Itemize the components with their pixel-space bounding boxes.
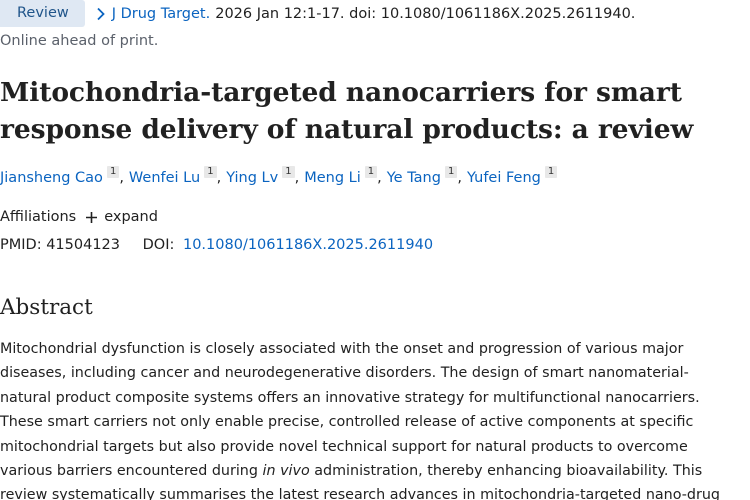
journal-link[interactable]: J Drug Target. <box>111 5 211 22</box>
plus-icon <box>85 211 98 224</box>
affiliation-number[interactable]: 1 <box>106 166 120 178</box>
author-separator: , <box>377 170 382 186</box>
expand-affiliations-button[interactable]: expand <box>85 209 158 225</box>
affiliations-label: Affiliations <box>0 209 77 225</box>
author-link[interactable]: Ye Tang <box>386 170 441 186</box>
pmid-value: 41504123 <box>46 237 121 253</box>
chevron-right-icon[interactable] <box>96 7 106 21</box>
author-link[interactable]: Yufei Feng <box>466 170 541 186</box>
abstract-text-part-2: administration, thereby enhancing bioava… <box>0 463 720 500</box>
author-separator: , <box>216 170 222 186</box>
affiliation-number[interactable]: 1 <box>544 166 558 178</box>
affiliation-number[interactable]: 1 <box>364 166 378 178</box>
author-separator: , <box>457 170 462 186</box>
publication-status: Online ahead of print. <box>0 33 159 49</box>
affiliation-number[interactable]: 1 <box>444 166 458 178</box>
abstract-heading: Abstract <box>0 295 93 320</box>
author-link[interactable]: Wenfei Lu <box>128 170 201 186</box>
doi-label: DOI: <box>142 237 175 253</box>
affiliation-number[interactable]: 1 <box>204 166 217 178</box>
article-type-badge: Review <box>0 0 85 27</box>
article-title-line-1: Mitochondria-targeted nanocarriers for s… <box>0 77 682 108</box>
affiliation-number[interactable]: 1 <box>282 166 295 178</box>
abstract-text-part-1: Mitochondrial dysfunction is closely ass… <box>0 341 700 480</box>
abstract-text: Mitochondrial dysfunction is closely ass… <box>0 337 738 500</box>
author-link[interactable]: Ying Lv <box>226 170 279 186</box>
abstract-italic-term: in vivo <box>262 463 310 480</box>
citation-row: Review J Drug Target. 2026 Jan 12:1-17. … <box>0 0 635 27</box>
affiliations-row: Affiliations expand <box>0 209 158 225</box>
pmid-label: PMID: <box>0 237 42 253</box>
author-list: Jiansheng Cao 1 , Wenfei Lu 1 , Ying Lv … <box>0 166 558 186</box>
article-title: Mitochondria-targeted nanocarriers for s… <box>0 74 740 148</box>
article-title-line-2: response delivery of natural products: a… <box>0 114 694 145</box>
doi-link[interactable]: 10.1080/1061186X.2025.2611940 <box>182 237 434 253</box>
expand-label: expand <box>104 209 158 225</box>
author-link[interactable]: Meng Li <box>304 170 361 186</box>
author-separator: , <box>294 170 300 186</box>
identifiers-row: PMID: 41504123 DOI: 10.1080/1061186X.202… <box>0 237 433 253</box>
citation-details: 2026 Jan 12:1-17. doi: 10.1080/1061186X.… <box>215 5 636 22</box>
author-link[interactable]: Jiansheng Cao <box>0 170 103 186</box>
author-separator: , <box>119 170 124 186</box>
